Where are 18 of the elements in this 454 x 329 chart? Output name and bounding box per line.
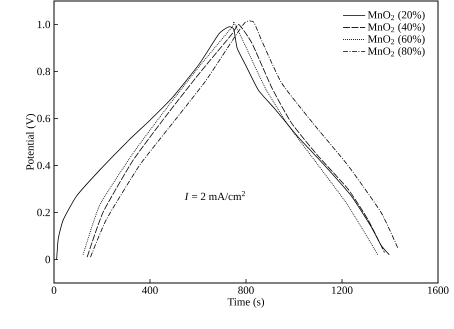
y-axis-title: Potential (V) <box>26 114 36 170</box>
legend-label: MnO$_{2}$ (40%) <box>368 22 425 33</box>
y-tick-label: 1.0 <box>38 20 50 28</box>
x-tick-label: 0 <box>52 286 56 294</box>
x-tick-label: 1600 <box>428 286 449 294</box>
annotation: I = 2 mA/cm$^{2}$ <box>184 191 245 200</box>
legend-label: MnO$_{2}$ (80%) <box>368 47 425 58</box>
y-tick-label: 0.6 <box>37 114 50 122</box>
y-tick-label: 0.2 <box>37 208 50 216</box>
y-tick-label: 0.8 <box>37 68 50 76</box>
x-axis-title: Time (s) <box>228 298 264 308</box>
legend-label: MnO$_{2}$ (20%) <box>368 10 425 21</box>
x-tick-label: 400 <box>142 286 158 294</box>
x-tick-label: 1200 <box>332 286 353 294</box>
y-tick-label: 0.4 <box>37 162 50 170</box>
legend-label: MnO$_{2}$ (60%) <box>368 35 425 45</box>
y-tick-label: 0 <box>45 256 50 264</box>
x-tick-label: 800 <box>238 286 254 294</box>
